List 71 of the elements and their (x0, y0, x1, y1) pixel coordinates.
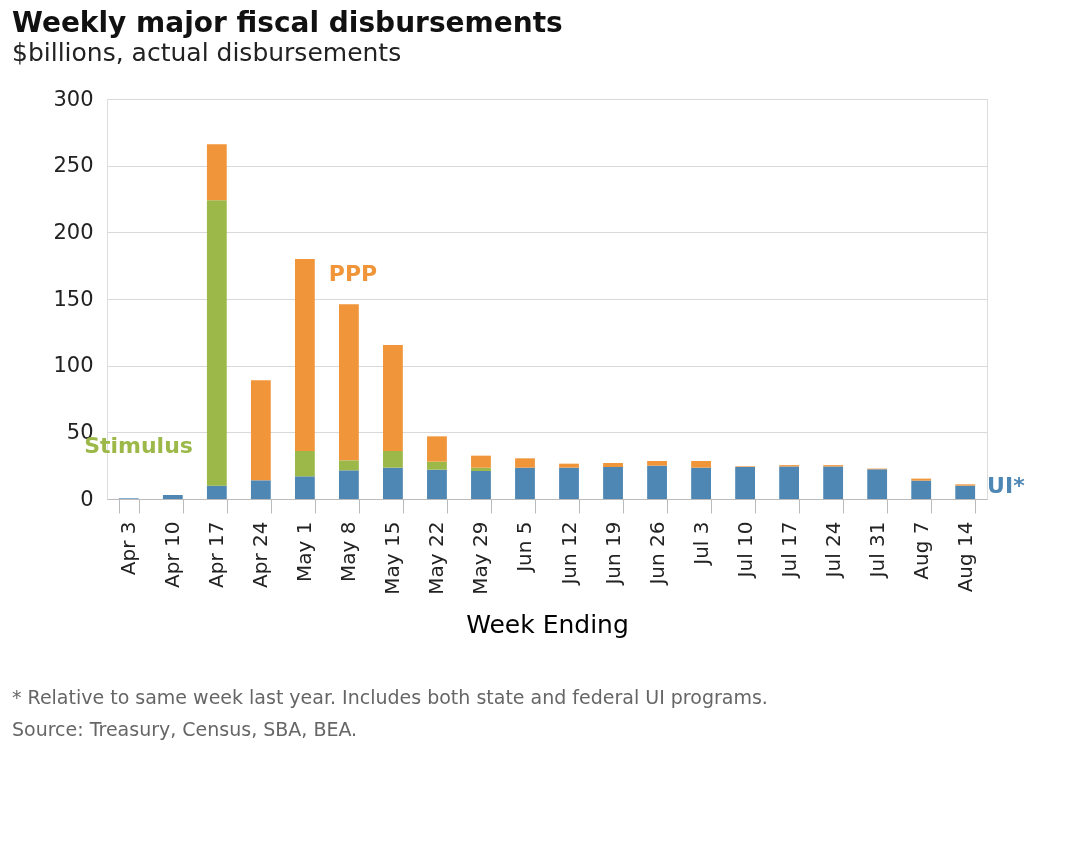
bar (427, 461, 447, 470)
series-label: UI* (987, 472, 1026, 498)
x-tick-label: May 22 (424, 521, 449, 595)
x-tick-label: Jun 26 (644, 521, 669, 587)
bar (471, 471, 491, 499)
x-tick-label: Apr 24 (248, 521, 273, 588)
bar (823, 466, 844, 499)
bar (559, 463, 579, 468)
source-note: Source: Treasury, Census, SBA, BEA. (12, 718, 358, 740)
bar (603, 467, 623, 499)
x-tick-label: Jul 10 (732, 521, 757, 580)
y-tick-label: 150 (53, 286, 94, 311)
bar (383, 345, 403, 451)
y-tick-label: 300 (53, 86, 94, 111)
bar (383, 467, 403, 499)
bar (911, 480, 932, 499)
bar (294, 259, 315, 451)
x-tick-label: Jun 5 (512, 521, 537, 574)
x-tick-label: Apr 17 (204, 521, 229, 588)
bar (647, 461, 667, 466)
bar (250, 380, 271, 481)
bar (427, 436, 447, 462)
x-tick-label: May 8 (336, 521, 361, 582)
y-tick-label: 0 (80, 486, 94, 511)
bar (471, 467, 491, 471)
bar (691, 461, 711, 468)
bar (515, 467, 535, 499)
bar (691, 467, 711, 499)
x-tick-label: May 29 (468, 521, 493, 595)
x-tick-label: Apr 3 (116, 521, 141, 576)
bar (206, 200, 227, 486)
bar (867, 469, 888, 499)
x-axis-title: Week Ending (466, 609, 629, 639)
text: * Relative to same week last year. Includes both state and federal UI programs. (12, 686, 768, 708)
x-tick-label: May 15 (380, 521, 405, 595)
bar (206, 144, 227, 201)
x-tick-label: Jul 24 (820, 521, 845, 580)
x-tick-label: Aug 7 (908, 521, 933, 580)
bar (735, 467, 755, 499)
chart-subtitle: $billions, actual disbursements (12, 38, 402, 67)
x-tick-label: Jul 3 (688, 521, 713, 567)
bar (515, 458, 535, 468)
y-tick-label: 200 (53, 219, 94, 244)
bar (779, 466, 800, 499)
bar (603, 463, 623, 467)
series-label: PPP (328, 261, 378, 287)
bar (339, 470, 359, 499)
bar (162, 495, 183, 499)
y-tick-label: 250 (53, 153, 94, 178)
bar (294, 476, 315, 499)
chart-title: Weekly major fiscal disbursements (12, 6, 563, 39)
bar (383, 451, 403, 468)
x-tick-label: Jun 12 (556, 521, 581, 587)
bar (339, 460, 359, 471)
x-tick-label: Aug 14 (952, 521, 977, 593)
bar (339, 304, 359, 461)
bar (294, 451, 315, 477)
x-tick-label: Jul 31 (864, 521, 889, 580)
bar (206, 485, 227, 499)
x-tick-label: Apr 10 (160, 521, 185, 588)
bar (250, 480, 271, 499)
bar (471, 455, 491, 468)
y-tick-label: 100 (53, 353, 94, 378)
bar (427, 469, 447, 499)
x-tick-label: Jul 17 (776, 521, 801, 580)
x-tick-label: Jun 19 (600, 521, 625, 587)
bar (911, 478, 932, 481)
bar (647, 465, 667, 499)
bar (559, 467, 579, 499)
x-tick-label: May 1 (292, 521, 317, 582)
bar (955, 485, 976, 499)
